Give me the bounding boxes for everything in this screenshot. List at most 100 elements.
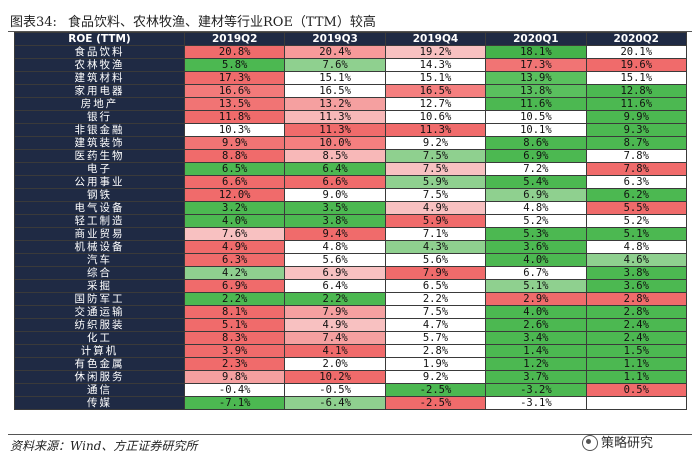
roe-cell: 3.4% [485,331,587,345]
roe-cell: 7.8% [585,149,687,163]
table-row: 食品饮料 20.8% 20.4% 19.2% 18.1% 20.1% [14,45,687,59]
figure-number: 图表34: [10,15,57,30]
roe-cell: 7.9% [284,305,386,319]
roe-cell [585,396,687,410]
roe-cell: 15.1% [384,71,487,85]
table-row: 公用事业 6.6% 6.6% 5.9% 5.4% 6.3% [14,175,687,189]
roe-cell: 16.6% [183,84,286,98]
roe-cell: 6.2% [585,188,687,202]
roe-cell: 8.8% [183,149,286,163]
roe-cell: 3.8% [284,214,386,228]
table-row: 医药生物 8.8% 8.5% 7.5% 6.9% 7.8% [14,149,687,163]
roe-cell: 1.9% [384,357,487,371]
industry-name: 纺织服装 [14,318,185,332]
roe-cell: 2.2% [384,292,487,306]
table-row: 纺织服装 5.1% 4.9% 4.7% 2.6% 2.4% [14,318,687,332]
roe-cell: 5.1% [183,318,286,332]
roe-cell: 1.1% [585,357,687,371]
roe-cell: 11.3% [284,123,386,137]
roe-cell: 2.9% [485,292,587,306]
industry-name: 房地产 [14,97,185,111]
roe-cell: 2.0% [284,357,386,371]
roe-cell: 5.8% [183,58,286,72]
roe-cell: 12.7% [384,97,487,111]
roe-cell: 15.1% [585,71,687,85]
roe-cell: 4.8% [585,240,687,254]
roe-cell: 9.9% [183,136,286,150]
table-row: 电气设备 3.2% 3.5% 4.9% 4.8% 5.5% [14,201,687,215]
roe-cell: 5.1% [485,279,587,293]
roe-cell: 3.8% [585,266,687,280]
roe-cell: 5.6% [284,253,386,267]
roe-cell: 9.2% [384,136,487,150]
roe-cell: 9.0% [284,188,386,202]
roe-cell: 2.4% [585,331,687,345]
roe-cell: 2.8% [585,305,687,319]
wechat-icon [582,434,598,451]
roe-cell: 5.7% [384,331,487,345]
roe-cell: 11.6% [585,97,687,111]
industry-name: 公用事业 [14,175,185,189]
table-row: 计算机 3.9% 4.1% 2.8% 1.4% 1.5% [14,344,687,358]
industry-name: 机械设备 [14,240,185,254]
roe-cell: 4.0% [485,305,587,319]
roe-cell: 4.8% [284,240,386,254]
roe-cell: 7.5% [384,188,487,202]
roe-cell: -6.4% [284,396,386,410]
roe-cell: 20.8% [183,45,286,59]
industry-name: 钢铁 [14,188,185,202]
roe-cell: 8.5% [284,149,386,163]
table-row: 采掘 6.9% 6.4% 6.5% 5.1% 3.6% [14,279,687,293]
industry-name: 国防军工 [14,292,185,306]
roe-cell: 5.2% [485,214,587,228]
roe-cell: 7.5% [384,305,487,319]
roe-cell: 9.8% [183,370,286,384]
roe-cell: 2.3% [183,357,286,371]
roe-cell: 11.3% [384,123,487,137]
roe-cell: 9.2% [384,370,487,384]
roe-cell: 5.2% [585,214,687,228]
watermark-label: 策略研究 [601,436,654,451]
roe-cell: 5.4% [485,175,587,189]
roe-cell: 4.7% [384,318,487,332]
roe-cell: 11.8% [183,110,286,124]
roe-cell: 6.4% [284,162,386,176]
roe-cell: 6.9% [485,188,587,202]
roe-cell: 4.9% [284,318,386,332]
roe-cell: 3.6% [585,279,687,293]
roe-cell: 1.5% [585,344,687,358]
roe-cell: 6.7% [485,266,587,280]
table-row: 农林牧渔 5.8% 7.6% 14.3% 17.3% 19.6% [14,58,687,72]
industry-name: 汽车 [14,253,185,267]
roe-cell: 10.5% [485,110,587,124]
roe-cell: 8.1% [183,305,286,319]
roe-cell: 3.6% [485,240,587,254]
roe-cell: 5.6% [384,253,487,267]
table-row: 家用电器 16.6% 16.5% 16.5% 13.8% 12.8% [14,84,687,98]
roe-table: ROE (TTM) 2019Q2 2019Q3 2019Q4 2020Q1 20… [14,32,687,410]
roe-cell: 16.5% [384,84,487,98]
industry-name: 医药生物 [14,149,185,163]
roe-cell: 12.8% [585,84,687,98]
roe-cell: 4.3% [384,240,487,254]
roe-cell: 3.5% [284,201,386,215]
industry-name: 建筑材料 [14,71,185,85]
roe-cell: 8.7% [585,136,687,150]
table-row: 银行 11.8% 11.3% 10.6% 10.5% 9.9% [14,110,687,124]
table-body: 食品饮料 20.8% 20.4% 19.2% 18.1% 20.1% 农林牧渔 5.8% 7.6… [14,45,687,410]
roe-cell: -3.2% [485,383,587,397]
roe-cell: 4.0% [183,214,286,228]
roe-cell: 19.6% [585,58,687,72]
roe-cell: 13.2% [284,97,386,111]
roe-cell: 1.1% [585,370,687,384]
table-header-row: ROE (TTM) 2019Q2 2019Q3 2019Q4 2020Q1 20… [14,32,687,46]
industry-name: 有色金属 [14,357,185,371]
industry-name: 食品饮料 [14,45,185,59]
roe-cell: 10.1% [485,123,587,137]
roe-cell: 7.5% [384,162,487,176]
roe-cell: 6.3% [183,253,286,267]
table-row: 轻工制造 4.0% 3.8% 5.9% 5.2% 5.2% [14,214,687,228]
table-row: 电子 6.5% 6.4% 7.5% 7.2% 7.8% [14,162,687,176]
industry-name: 农林牧渔 [14,58,185,72]
bottom-rule [8,434,692,435]
